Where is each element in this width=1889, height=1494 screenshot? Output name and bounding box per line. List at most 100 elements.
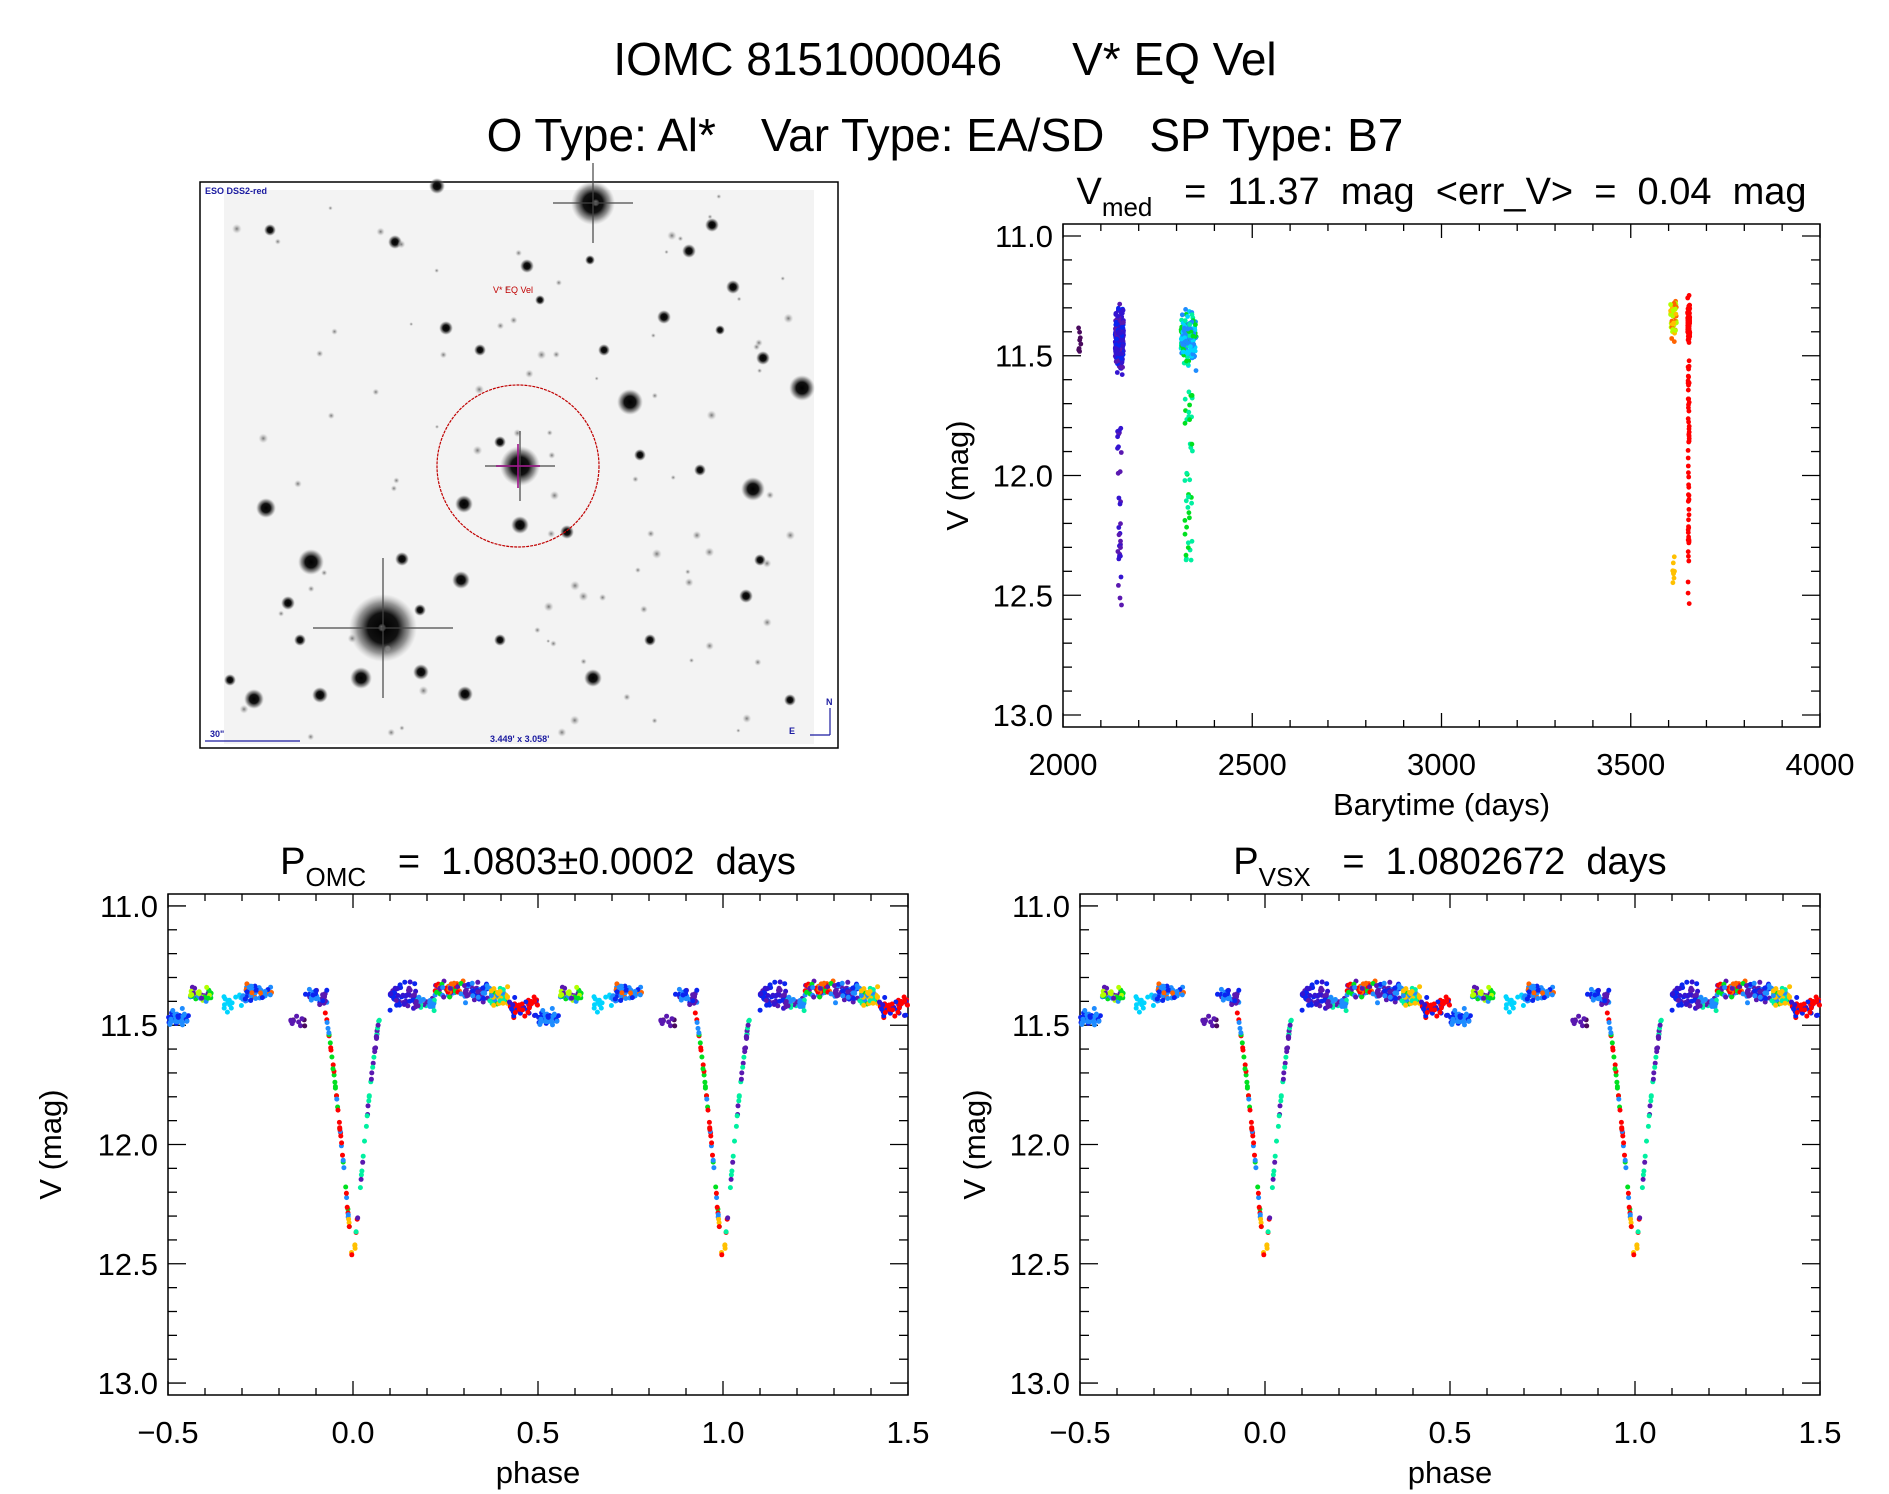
data-point	[1272, 1159, 1278, 1165]
data-point	[1602, 998, 1608, 1004]
data-point	[1526, 989, 1532, 995]
data-point	[1270, 1172, 1276, 1178]
data-point	[1115, 445, 1120, 451]
data-point	[1716, 989, 1722, 995]
x-tick-label: 2000	[1029, 747, 1098, 782]
data-point	[1116, 525, 1122, 530]
data-point	[1191, 342, 1197, 347]
data-point	[902, 998, 908, 1004]
data-point	[1509, 1002, 1515, 1008]
data-point	[242, 996, 248, 1002]
phase-plot-vsx: −0.5 0.0 0.5 1.0 1.5 11.0 11.5 12.0 12.5 13.0 phas…	[957, 841, 1842, 1490]
data-point	[532, 998, 538, 1004]
data-point	[669, 1016, 675, 1022]
data-point	[253, 996, 259, 1001]
data-point	[448, 981, 454, 987]
data-point	[698, 1045, 704, 1051]
data-point	[373, 1034, 379, 1039]
faint-star	[399, 725, 405, 731]
axis-ticks	[1079, 894, 1821, 1395]
data-point	[1156, 989, 1162, 995]
data-point	[1452, 1008, 1458, 1013]
data-point	[413, 999, 419, 1004]
data-point	[1252, 1157, 1258, 1163]
phase-plot-omc: −0.5 0.0 0.5 1.0 1.5 11.0 11.5 12.0 12.5 13.0 phas…	[33, 841, 930, 1490]
data-point	[702, 1079, 708, 1085]
data-point	[574, 984, 580, 990]
x-axis-label: phase	[496, 1455, 580, 1490]
faint-star	[347, 633, 357, 644]
data-point	[1236, 1020, 1242, 1025]
x-tick-label: 0.0	[1243, 1415, 1286, 1450]
title-value: = 11.37 mag <err_V> = 0.04 mag	[1152, 171, 1806, 213]
data-point	[623, 996, 629, 1001]
data-point	[327, 1040, 333, 1046]
data-point	[1421, 1006, 1426, 1012]
data-point	[179, 1020, 185, 1025]
faint-star	[704, 547, 715, 557]
faint-star	[515, 249, 522, 257]
data-point	[716, 1224, 722, 1230]
data-point	[1445, 1012, 1451, 1018]
data-point	[1116, 305, 1121, 311]
data-point	[1672, 568, 1677, 574]
data-point	[722, 1245, 728, 1251]
data-point	[608, 1003, 614, 1008]
faint-star	[294, 479, 302, 488]
data-point	[1342, 1001, 1348, 1007]
data-point	[1381, 980, 1387, 986]
data-point	[1118, 450, 1124, 455]
data-point	[764, 1002, 770, 1008]
faint-star	[688, 657, 695, 664]
data-point	[1189, 393, 1195, 398]
data-point	[1536, 987, 1542, 993]
faint-star	[651, 548, 662, 559]
faint-star	[557, 727, 567, 737]
data-point	[371, 1054, 377, 1060]
data-point	[1241, 1054, 1247, 1060]
faint-star	[783, 313, 794, 324]
data-point	[1657, 1022, 1663, 1028]
data-point	[1611, 1054, 1617, 1060]
data-point	[1210, 1023, 1215, 1029]
data-point	[1628, 1220, 1634, 1226]
star	[395, 552, 409, 566]
star	[452, 571, 470, 589]
data-point	[1257, 1212, 1263, 1218]
data-point	[1686, 474, 1692, 480]
data-point	[1686, 539, 1692, 545]
data-point	[1185, 326, 1191, 332]
data-point	[1408, 991, 1414, 997]
data-point	[1642, 1153, 1648, 1159]
data-point	[358, 1176, 364, 1182]
data-point	[832, 983, 837, 989]
data-point	[551, 1011, 557, 1017]
data-point	[1082, 1008, 1088, 1013]
data-point	[1676, 1002, 1682, 1008]
data-point	[1277, 1103, 1283, 1109]
star	[511, 516, 529, 534]
data-point	[1091, 1006, 1097, 1011]
data-point	[1166, 987, 1172, 993]
faint-star	[239, 704, 249, 714]
data-point	[549, 1020, 555, 1025]
data-point	[1392, 999, 1398, 1005]
data-point	[1486, 984, 1492, 990]
data-point	[1762, 999, 1768, 1005]
data-point	[1757, 979, 1763, 985]
data-point	[1400, 993, 1406, 999]
data-point	[1119, 360, 1125, 365]
data-point	[1117, 553, 1122, 559]
data-point	[1640, 1172, 1646, 1178]
data-point	[1466, 1018, 1472, 1024]
data-point	[1272, 1153, 1278, 1159]
data-point	[1312, 992, 1318, 998]
data-point	[734, 1113, 740, 1119]
data-point	[343, 1190, 349, 1196]
star	[414, 604, 426, 616]
data-point	[850, 995, 856, 1001]
star	[644, 634, 656, 646]
axis-ticks	[1062, 224, 1821, 727]
data-point	[1424, 1010, 1430, 1015]
data-point	[1187, 417, 1192, 423]
